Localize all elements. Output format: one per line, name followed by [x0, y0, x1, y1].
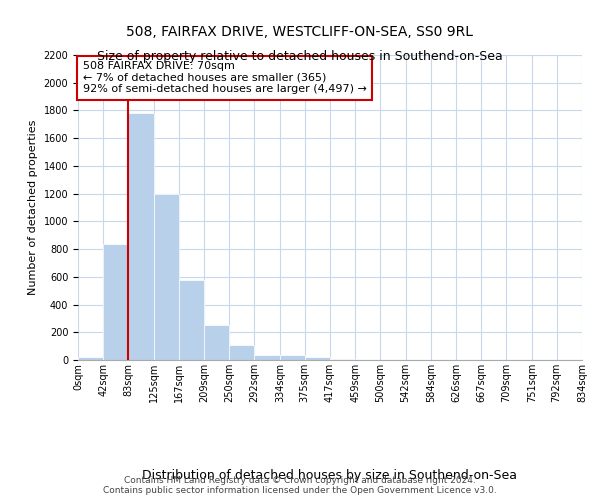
- Bar: [229, 345, 254, 360]
- Text: 508, FAIRFAX DRIVE, WESTCLIFF-ON-SEA, SS0 9RL: 508, FAIRFAX DRIVE, WESTCLIFF-ON-SEA, SS…: [127, 25, 473, 39]
- Bar: [254, 355, 280, 360]
- Y-axis label: Number of detached properties: Number of detached properties: [28, 120, 38, 295]
- Bar: [305, 357, 330, 360]
- Bar: [205, 324, 229, 360]
- Bar: [103, 244, 128, 360]
- Text: Size of property relative to detached houses in Southend-on-Sea: Size of property relative to detached ho…: [97, 50, 503, 63]
- Bar: [280, 355, 305, 360]
- Text: 508 FAIRFAX DRIVE: 70sqm
← 7% of detached houses are smaller (365)
92% of semi-d: 508 FAIRFAX DRIVE: 70sqm ← 7% of detache…: [83, 61, 367, 94]
- Text: Contains HM Land Registry data © Crown copyright and database right 2024.
Contai: Contains HM Land Registry data © Crown c…: [103, 476, 497, 495]
- X-axis label: Distribution of detached houses by size in Southend-on-Sea: Distribution of detached houses by size …: [143, 469, 517, 482]
- Bar: [179, 280, 205, 360]
- Bar: [330, 358, 355, 360]
- Bar: [78, 357, 103, 360]
- Bar: [154, 194, 179, 360]
- Bar: [128, 113, 154, 360]
